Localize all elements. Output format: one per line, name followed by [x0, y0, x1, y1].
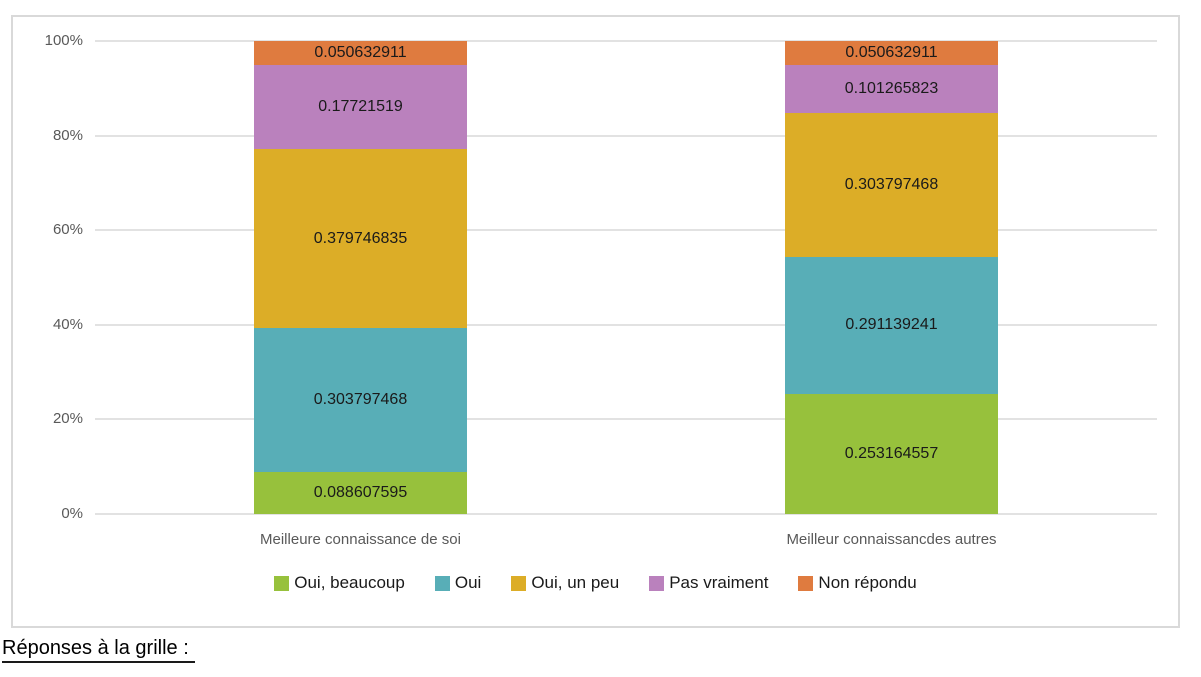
bar-segment-label: 0.379746835 — [313, 229, 408, 247]
bar-1: 0.050632911 0.17721519 0.379746835 0.303797… — [254, 41, 467, 514]
legend-item: Oui — [434, 573, 482, 593]
legend-swatch-icon — [274, 575, 290, 591]
bar-segment-label: 0.253164557 — [844, 445, 939, 463]
bar-segment-label: 0.17721519 — [318, 97, 403, 115]
category-label: Meilleur connaissancdes autres — [786, 531, 997, 548]
bar-segment: 0.303797468 — [254, 328, 467, 473]
bar-segment: 0.253164557 — [785, 394, 998, 514]
legend-label: Pas vraiment — [669, 573, 769, 592]
bar-segment: 0.101265823 — [785, 64, 998, 113]
legend-label: Oui, un peu — [531, 573, 620, 592]
stacked-bar-chart[interactable]: 0% 20% 40% 60% 80% 100% 0.050632911 0.17721519… — [11, 15, 1180, 628]
bar-segment: 0.291139241 — [785, 256, 998, 395]
y-tick-label: 40% — [52, 315, 83, 333]
bar-segment-label: 0.050632911 — [845, 43, 938, 61]
legend-label: Oui, beaucoup — [294, 573, 405, 592]
gridline — [95, 513, 1157, 515]
bar-segment: 0.17721519 — [254, 64, 467, 149]
legend-label: Oui — [454, 573, 482, 592]
gridline — [95, 229, 1157, 232]
bar-segment: 0.088607595 — [254, 472, 467, 514]
legend-item: Oui, beaucoup — [274, 573, 405, 593]
gridline — [95, 134, 1157, 137]
bar-segment: 0.379746835 — [254, 148, 467, 329]
gridline — [95, 40, 1157, 42]
y-tick-label: 60% — [52, 221, 83, 239]
gridline — [95, 418, 1157, 421]
gridline — [95, 323, 1157, 326]
plot-area — [95, 40, 1157, 515]
caption-reponses-grille: Réponses à la grille : — [2, 637, 195, 663]
bar-2: 0.050632911 0.101265823 0.303797468 0.29113… — [785, 41, 998, 514]
legend-swatch-icon — [434, 575, 450, 591]
bar-segment: 0.303797468 — [785, 112, 998, 257]
bar-segment-label: 0.050632911 — [314, 43, 407, 61]
y-tick-label: 100% — [44, 32, 83, 49]
legend-swatch-icon — [649, 575, 665, 591]
legend-item: Pas vraiment — [649, 573, 768, 593]
legend-swatch-icon — [511, 575, 527, 591]
legend-label: Non répondu — [818, 573, 917, 592]
chart-legend: Oui, beaucoup Oui Oui, un peu Pas vraiment N… — [13, 573, 1178, 593]
legend-swatch-icon — [798, 575, 814, 591]
y-tick-label: 0% — [61, 505, 83, 522]
bar-segment-label: 0.303797468 — [844, 175, 939, 193]
category-label: Meilleure connaissance de soi — [260, 531, 461, 548]
bar-segment-label: 0.101265823 — [844, 79, 939, 97]
legend-item: Oui, un peu — [511, 573, 619, 593]
bar-segment: 0.050632911 — [254, 41, 467, 65]
bar-segment-label: 0.088607595 — [313, 484, 408, 501]
bar-segment-label: 0.291139241 — [845, 316, 938, 334]
bar-segment-label: 0.303797468 — [313, 391, 408, 409]
y-tick-label: 80% — [52, 126, 83, 144]
bar-segment: 0.050632911 — [785, 41, 998, 65]
y-tick-label: 20% — [52, 410, 83, 428]
legend-item: Non répondu — [798, 573, 917, 593]
